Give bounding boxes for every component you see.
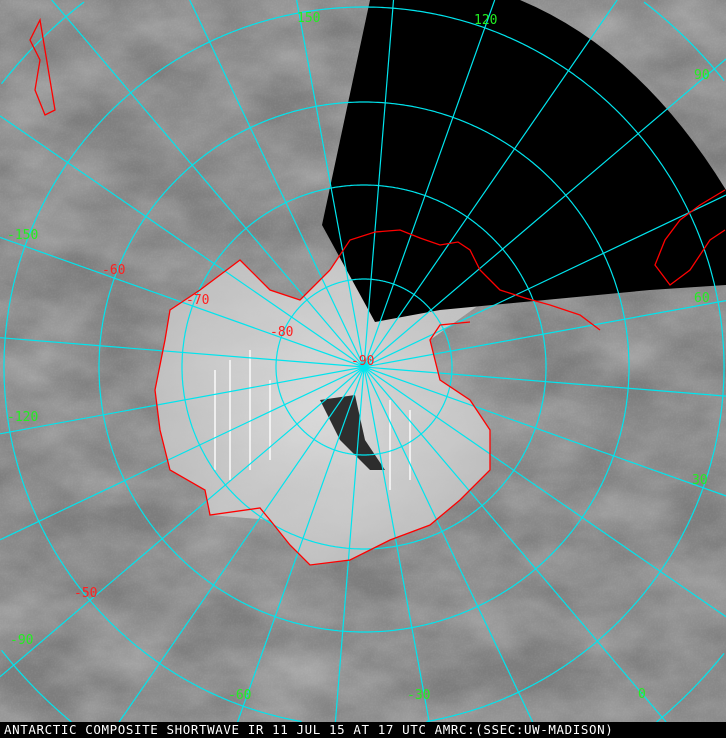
meridian-line — [0, 366, 365, 541]
lat-label-minus60: -60 — [102, 263, 126, 278]
lat-label-minus70: -70 — [186, 293, 210, 308]
meridian-line — [0, 115, 365, 368]
latitude-circle — [181, 184, 547, 550]
lon-label-120: 120 — [474, 13, 498, 28]
lat-label-minus50: -50 — [74, 586, 98, 601]
meridian-line — [363, 300, 726, 368]
no-data-sector — [322, 0, 726, 322]
meridian-line — [363, 58, 726, 368]
lon-label-minus90: -90 — [10, 633, 34, 648]
coastlines — [29, 17, 726, 566]
image-caption: ANTARCTIC COMPOSITE SHORTWAVE IR 11 JUL … — [0, 722, 726, 738]
meridian-line — [0, 337, 365, 368]
antarctica-coastline — [154, 229, 601, 566]
meridian-line — [363, 366, 726, 618]
satellite-image — [0, 0, 726, 722]
meridian-line — [363, 0, 496, 368]
dark-patch — [320, 395, 385, 470]
meridian-line — [118, 366, 365, 722]
latitude-circle — [3, 6, 725, 722]
meridian-line — [237, 366, 365, 722]
new-zealand-coastline — [29, 17, 56, 116]
lon-label-150: 150 — [297, 11, 321, 26]
australia-coastline — [654, 189, 726, 286]
meridian-line — [363, 366, 430, 722]
lon-label-minus30: -30 — [407, 688, 431, 703]
latitude-circle — [98, 101, 630, 633]
meridian-line — [0, 366, 365, 678]
lon-label-minus60: -60 — [228, 688, 252, 703]
meridian-line — [363, 366, 726, 397]
meridian-line — [363, 0, 395, 368]
meridian-line — [334, 366, 365, 722]
lon-label-90: 90 — [694, 68, 710, 83]
lon-label-minus120: -120 — [7, 410, 39, 425]
lon-label-minus150: -150 — [7, 228, 39, 243]
lat-lon-grid — [0, 0, 726, 722]
meridian-line — [363, 366, 667, 722]
meridian-line — [363, 366, 726, 497]
lon-label-30: 30 — [692, 473, 708, 488]
meridian-line — [296, 0, 365, 368]
lon-label-0: 0 — [638, 687, 646, 702]
meridian-line — [189, 0, 365, 368]
interior-streaks — [214, 350, 411, 490]
meridian-line — [363, 194, 726, 368]
latitude-circle — [275, 278, 453, 456]
meridian-line — [0, 366, 365, 435]
meridian-line — [363, 366, 534, 722]
lon-label-60: 60 — [694, 291, 710, 306]
lat-label-minus90: -90 — [351, 354, 375, 369]
meridian-line — [51, 0, 365, 368]
lat-label-minus80: -80 — [270, 325, 294, 340]
meridian-line — [363, 0, 618, 368]
latitude-circle — [1, 1, 725, 722]
